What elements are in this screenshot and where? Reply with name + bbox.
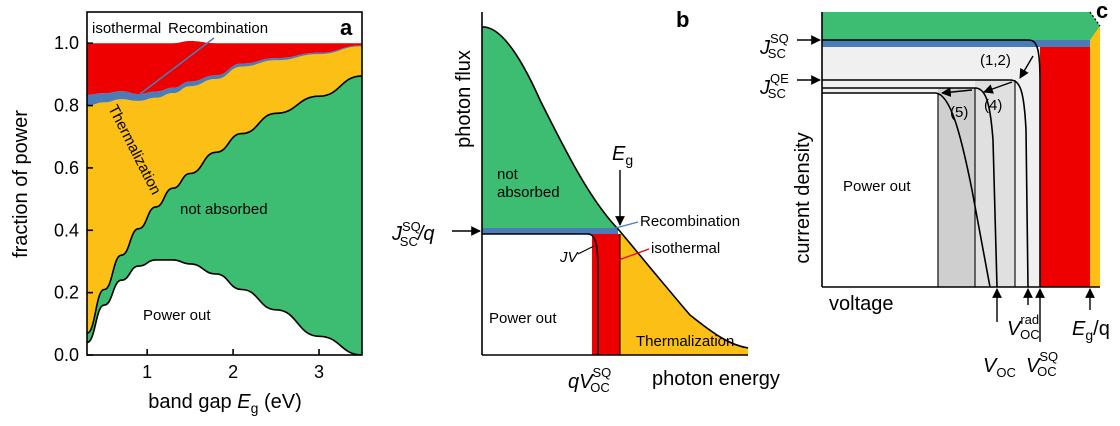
- panel-c-curve-4-arrow: [983, 81, 1013, 94]
- panel-c-dotted-edge: [1089, 11, 1101, 27]
- panel-a-xtick-label: 1: [142, 362, 152, 382]
- panel-a-area-thermalization: [87, 46, 362, 334]
- panel-a-xlabel-sub: g: [251, 400, 259, 416]
- panel-a-xlabel-italic: E: [237, 391, 251, 413]
- panel-c-label-curve-4: (4): [984, 97, 1002, 114]
- panel-b-not-absorbed-area: [482, 26, 618, 230]
- panel-c-vrad-label: Vrad OC: [1007, 312, 1040, 342]
- panel-c-gray-region-2: [975, 80, 1015, 287]
- panel-a-ytick-label: 1.0: [54, 33, 79, 53]
- panel-b: b photon flux photon energy not absorbed…: [391, 7, 780, 395]
- panel-a-boundary-1: [87, 75, 362, 334]
- panel-b-xlabel: photon energy: [652, 368, 780, 390]
- panel-a-ytick-label: 0.8: [54, 96, 79, 116]
- panel-a-label-isothermal: isothermal: [92, 20, 161, 37]
- panel-a-areas: [87, 41, 362, 355]
- panel-b-voc-label: qVSQ OC: [568, 365, 611, 395]
- panel-b-jv-curve: [482, 233, 599, 355]
- panel-a-area-not-absorbed: [87, 75, 362, 355]
- panel-b-jsc-label: JSQ SC/q: [391, 219, 435, 249]
- panel-a-axes-box: [86, 11, 363, 356]
- panel-a-ytick-label: 0.6: [54, 158, 79, 178]
- panel-b-label-power-out: Power out: [489, 310, 557, 327]
- panel-a-ylabel: fraction of power: [10, 110, 32, 258]
- panel-a: 1 2 3 0.0 0.2 0.4 0.6 0.8 1.0 a isothermal Recom…: [10, 11, 363, 416]
- panel-b-label: b: [676, 7, 689, 32]
- panel-c-ylabel: current density: [792, 132, 814, 263]
- panel-b-jv-label: JV: [559, 249, 580, 266]
- panel-b-recombination-band: [482, 228, 618, 234]
- panel-b-label-not: not: [497, 166, 519, 183]
- panel-c-not-absorbed-strip: [822, 12, 1100, 40]
- panel-c-voc-label: VOC: [983, 355, 1016, 380]
- panel-b-photon-flux-curve: [481, 26, 749, 349]
- panel-c-curve-12-arrow: [1019, 55, 1034, 79]
- panel-b-eg-label: Eg: [612, 143, 633, 168]
- panel-c-jv-curve-12: [822, 79, 1029, 288]
- panel-c-label-power-out: Power out: [843, 178, 911, 195]
- panel-a-xtick-label: 2: [228, 362, 238, 382]
- panel-b-label-absorbed: absorbed: [497, 184, 560, 201]
- panel-b-jv-pointer: [577, 245, 595, 255]
- panel-c-gray-region-3: [938, 88, 975, 287]
- panel-a-xlabel-text: band gap: [148, 391, 237, 413]
- panel-a-boundary-0: [87, 259, 362, 355]
- panel-c-power-out-area: [822, 93, 937, 287]
- panel-a-frame: [86, 11, 363, 356]
- panel-b-thermalization-area: [620, 234, 748, 355]
- panel-a-ytick-label: 0.2: [54, 283, 79, 303]
- panel-c-xlabel: voltage: [829, 293, 894, 315]
- panel-c: c current density voltage Power out JSQ S…: [759, 0, 1110, 380]
- panel-c-eg-label: Eg/q: [1072, 318, 1110, 343]
- panel-c-label-curve-5: (5): [950, 104, 968, 121]
- panel-c-label-curve-12: (1,2): [980, 52, 1011, 69]
- panel-b-isothermal-area: [592, 234, 620, 355]
- panel-a-ytick-label: 0.4: [54, 220, 79, 240]
- panel-a-label: a: [340, 15, 353, 40]
- panel-b-label-isothermal: isothermal: [651, 240, 720, 257]
- panel-a-ticks: 1 2 3 0.0 0.2 0.4 0.6 0.8 1.0: [54, 33, 324, 382]
- panel-c-curve-5-arrow: [941, 87, 973, 97]
- panel-a-ytick-label: 0.0: [54, 345, 79, 365]
- panel-a-area-power-out: [87, 259, 362, 355]
- panel-a-label-power-out: Power out: [143, 307, 211, 324]
- panel-a-recombination-pointer: [139, 37, 215, 95]
- panel-c-jsc-sq-label: JSQ SC: [759, 31, 789, 61]
- panel-c-jv-curve-sq: [822, 39, 1041, 287]
- panel-b-ylabel: photon flux: [453, 50, 475, 148]
- panel-c-jsc-qe-label: JQE SC: [759, 71, 789, 101]
- panel-b-label-recombination: Recombination: [640, 213, 740, 230]
- panel-c-vsq-label: VSQ OC: [1026, 349, 1058, 379]
- panel-a-area-recombination: [87, 45, 362, 106]
- panel-a-xtick-label: 3: [314, 362, 324, 382]
- panel-a-xlabel-tail: (eV): [258, 391, 301, 413]
- panel-b-label-thermalization: Thermalization: [636, 333, 734, 350]
- panel-c-thermalization-strip: [1090, 26, 1100, 287]
- panel-c-isothermal-area: [1040, 47, 1090, 287]
- panel-c-recombination-band: [822, 40, 1090, 47]
- panel-c-label: c: [1096, 0, 1108, 23]
- panel-a-label-not-absorbed: not absorbed: [180, 201, 268, 218]
- panel-b-recombination-pointer: [611, 221, 639, 230]
- panel-a-xlabel: band gap Eg (eV): [148, 391, 301, 416]
- panel-a-label-recombination: Recombination: [168, 20, 268, 37]
- panel-b-isothermal-pointer: [612, 248, 650, 263]
